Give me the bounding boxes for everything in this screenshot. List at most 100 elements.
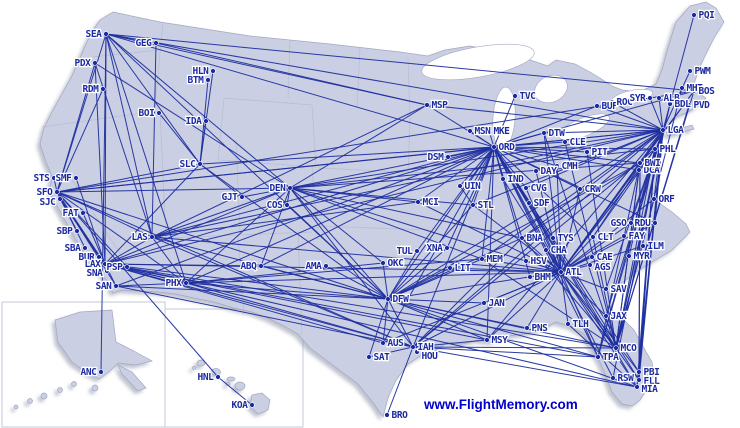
route-ROC-LGA [611,101,664,131]
route-IAH-MSY [412,339,488,348]
airport-dot-SBP [74,228,80,234]
airport-dot-TYS [550,235,556,241]
route-ORD-DCA [493,146,640,171]
hawaii-inset-box [164,308,304,428]
route-LIT-ATL [449,267,562,273]
route-IAH-BRO [386,346,414,416]
route-MSN-ORD [469,130,495,148]
airport-label-AGS: AGS [595,262,612,273]
route-ALB-LGA [658,97,664,131]
airport-dot-FAY [621,233,627,239]
inset-borders [1,301,304,428]
airport-dot-PVD [686,102,692,108]
route-TVC-ORD [493,95,516,148]
airport-label-SBA: SBA [65,243,82,254]
watermark-link[interactable]: www.FlightMemory.com [424,397,578,412]
airport-dot-BOS [691,88,697,94]
airport-dot-COS [284,202,290,208]
airport-dot-MHT [679,85,685,91]
airport-label-AMA: AMA [306,261,323,272]
route-MCI-ORD [417,146,495,203]
airport-label-TLH: TLH [573,319,590,330]
airport-dot-SLC [197,161,203,167]
route-DEN-ORD [289,146,495,189]
airport-label-MKE: MKE [494,126,511,137]
airport-dot-GEG [153,40,159,46]
route-IDA-SLC [199,120,207,165]
airport-dot-FLL [636,377,642,383]
lakes-layer [421,43,653,150]
route-SEA-BOS [105,33,695,92]
route-BOS-BWI [639,90,695,164]
airport-label-PDX: PDX [75,58,92,69]
airport-dot-ABQ [258,263,264,269]
airport-dot-UIN [457,183,463,189]
route-DFW-AUS [382,298,389,344]
airport-dot-TPA [595,354,601,360]
route-LAS-MCI [151,201,419,238]
airport-label-BRO: BRO [392,410,409,421]
airport-dot-BHM [527,274,533,280]
route-CLT-PHL [592,148,656,238]
route-SFO-LAS [56,191,153,238]
aleutian-island [71,381,77,387]
airport-dot-IDA [203,118,209,124]
airport-label-JAX: JAX [611,311,628,322]
airport-label-CHA: CHA [551,245,568,256]
route-SFO-PSP [56,191,128,268]
route-SAN-ORD [115,146,495,287]
route-PDX-LAX [94,62,106,265]
airport-label-FAT: FAT [63,208,80,219]
airport-dot-AGS [587,262,593,268]
route-DFW-SAT [368,298,389,358]
airport-label-PHX: PHX [166,278,183,289]
route-SDF-ATL [528,202,562,273]
airport-label-SEA: SEA [86,29,103,40]
airport-label-GJT: GJT [222,192,239,203]
airport-dot-SBA [82,245,88,251]
airport-dot-XNA [444,245,450,251]
route-ATL-MIA [560,271,638,388]
airport-label-SDF: SDF [534,198,551,209]
route-XNA-ORD [446,146,495,249]
airport-dot-LGA [660,127,666,133]
airport-label-LGA: LGA [668,125,685,136]
airport-dot-ORD [491,144,497,150]
route-SMF-LAX [75,177,106,265]
route-ATL-JAX [560,271,607,317]
route-SAN-PHX [115,282,187,287]
airport-dot-DSM [445,154,451,160]
airport-label-BHM: BHM [535,272,552,283]
route-ATL-DTW [543,132,562,273]
airport-dot-JAN [481,300,487,306]
route-DFW-BNA [387,237,523,300]
route-ATL-FLL [560,271,640,381]
airport-label-ALB: ALB [664,93,681,104]
route-TUL-ORD [416,146,495,252]
airport-dot-TUL [414,248,420,254]
route-SAN-IAH [115,285,414,348]
airport-label-MYR: MYR [634,251,651,262]
airport-label-LAX: LAX [85,259,102,270]
airport-dot-CLE [562,139,568,145]
route-DFW-IAH [387,298,414,348]
airport-label-COS: COS [267,200,284,211]
airport-dot-MSP [424,102,430,108]
route-TYS-ATL [552,237,562,273]
airport-dot-IND [500,176,506,182]
airport-dot-CRW [577,186,583,192]
airport-label-MSY: MSY [492,335,509,346]
airport-label-ABQ: ABQ [241,261,258,272]
route-BWI-TPA [597,162,641,358]
airport-dot-KOA [249,402,255,408]
airport-label-BOI: BOI [139,108,155,119]
route-TUL-DFW [387,250,418,300]
route-COS-DFW [286,204,389,300]
airport-dot-SDF [526,200,532,206]
route-ORD-PIT [493,146,588,153]
airport-dot-CMH [554,163,560,169]
route-ORD-LGA [493,129,664,148]
aleutian-island [13,404,19,410]
airport-dot-BTM [205,77,211,83]
route-ORD-AUS [382,146,495,344]
